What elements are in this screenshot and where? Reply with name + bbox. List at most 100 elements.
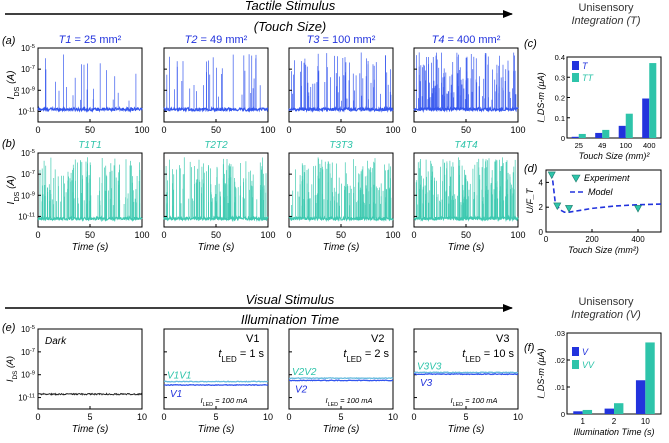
visual-title: Visual Stimulus [246,292,335,307]
panel-f-legend-swatch-V [572,347,579,356]
panel-a-xtick-0-0: 0 [35,125,40,135]
panel-d-xtick-0: 0 [544,235,549,244]
panel-c-bar-T-49 [595,132,603,138]
ytick-label-a0-1: 10-7 [21,65,35,74]
panel-a-xtick-0-1: 50 [85,125,95,135]
panel-f-xtick-0: 1 [580,417,585,426]
panel-f-bar-V-10 [635,380,646,414]
panel-e-tled-2: tLED = 2 s [343,348,389,364]
panel-a-ylabel-part: (A) [6,71,17,87]
ylabel-group-0: IDS (A) [6,71,21,100]
panel-label-e: (e) [2,322,16,334]
panel-b-ylabel-part: DS [12,191,21,201]
panel-d-experiment-point-1 [553,202,562,211]
panel-a-title-0-part: T1 [59,34,72,46]
panel-e-iled-3-part: I [451,396,453,405]
ytick-label-b0-3-part: 10 [18,212,27,221]
panel-a-title-1-part: = 49 mm² [198,34,248,46]
panel-e-ylabel-part: DS [12,370,19,380]
panel-d-xtick-2: 400 [631,235,645,244]
ytick-label-e0-0-part: -5 [30,325,35,331]
tactile-title: Tactile Stimulus [245,0,336,13]
panel-e-iled-2-part: I [326,396,328,405]
panel-e-title-1: V1 [246,333,259,345]
panel-b-xtick-1-0: 0 [161,230,166,240]
panel-e-tled-2-part: LED [346,355,362,364]
panel-f-xtick-2: 10 [641,417,650,426]
panel-e-trace-2-0 [288,377,394,380]
panel-e-trace-label-3-0: V3V3 [417,361,442,372]
panel-b-xtick-2-2: 100 [385,230,400,240]
ytick-label-b0-0: 10-5 [21,149,35,158]
panel-c-legend-swatch-TT [572,73,579,82]
panel-e-iled-3-part: = 100 mA [463,396,497,405]
panel-e-tled-3-part: t [462,348,466,360]
panel-e-title-3: V3 [496,333,509,345]
ytick-label-a0-0: 10-5 [21,44,35,53]
panel-a-title-1-part: T2 [185,34,198,46]
panel-a-title-1: T2 = 49 mm² [185,34,248,46]
panel-d-ytick-0: 0 [539,228,544,237]
panel-c-ytick-4: 0.4 [555,53,565,62]
panel-d-xlabel: Touch Size (mm²) [568,245,639,255]
panel-e-tled-1-part: = 1 s [237,348,265,360]
panel-d-legend-model-label: Model [588,187,614,197]
panel-a-trace-1-baseline [163,106,269,113]
panel-e-tled-1-part: LED [221,355,237,364]
panel-e-trace-label-1-1: V1 [170,389,182,400]
panel-e-iled-3-part: LED [453,402,464,408]
ytick-label-b0-2-part: 10 [21,191,30,200]
panel-e-trace-3-0 [413,371,519,374]
panel-b-title-1: T2T2 [204,140,228,151]
panel-e-xlabel-3: Time (s) [448,424,485,435]
tactile-subtitle: (Touch Size) [254,19,327,34]
panel-e-xtick-2-1: 5 [338,412,343,422]
panel-f-ytick-1: .01 [555,383,565,392]
panel-f-ylabel: I_DS-m (µA) [536,348,546,398]
ytick-label-b0-1: 10-7 [21,170,35,179]
panel-c-xlabel: Touch Size (mm)² [579,151,651,161]
ytick-label-a0-3-part: -11 [27,107,35,113]
panel-c-bar-T-100 [618,125,626,138]
panel-c-title-line1: Unisensory [578,2,634,14]
panel-b-ylabel-part: (A) [6,176,17,192]
panel-c-title-line2: Integration (T) [571,15,640,27]
panel-label-a: (a) [2,35,16,47]
panel-c-legend-label-T: T [582,61,589,71]
panel-b-xtick-1-2: 100 [260,230,275,240]
panel-label-d: (d) [524,163,538,175]
panel-e-ylabel: IDS (A) [5,356,19,382]
panel-f-ytick-0: 0 [561,410,565,419]
panel-e-xtick-2-0: 0 [286,412,291,422]
panel-e-trace-3-1 [413,372,519,376]
ytick-label-e0-1-part: 10 [21,348,30,357]
panel-a-xtick-2-2: 100 [385,125,400,135]
panel-b-xtick-3-0: 0 [411,230,416,240]
panel-d-xtick-1: 200 [585,235,599,244]
panel-d-ylabel: U/F_T [525,187,535,214]
panel-a-xtick-3-0: 0 [411,125,416,135]
ytick-label-a0-2-part: -9 [30,86,35,92]
panel-f-xtick-1: 2 [612,417,617,426]
panel-e-ylabel-group: IDS (A) [5,356,19,382]
panel-e-trace-label-1-0: V1V1 [167,371,191,382]
panel-b-xlabel-2: Time (s) [323,242,360,253]
panel-b-title-2: T3T3 [329,140,353,151]
panel-b-title-3: T4T4 [454,140,478,151]
panel-a-title-2: T3 = 100 mm² [307,34,376,46]
panel-c-bar-TT-25 [578,133,586,138]
panel-e-dark-label: Dark [45,336,67,347]
panel-e-trace-label-2-0: V2V2 [292,367,317,378]
panel-a-xtick-1-1: 50 [211,125,221,135]
panel-e-iled-2-part: = 100 mA [338,396,372,405]
panel-a-title-2-part: T3 [307,34,321,46]
panel-e-iled-2-part: LED [328,402,339,408]
panel-b-ylabel-part: I [6,201,17,204]
panel-a-xtick-3-2: 100 [510,125,525,135]
panel-d-ytick-1: 2 [539,203,544,212]
panel-e-axes-3 [413,328,519,410]
ylabel-group-1: IDS (A) [6,176,21,205]
panel-e-xtick-3-2: 10 [513,412,523,422]
panel-e-tled-2-part: = 2 s [362,348,390,360]
